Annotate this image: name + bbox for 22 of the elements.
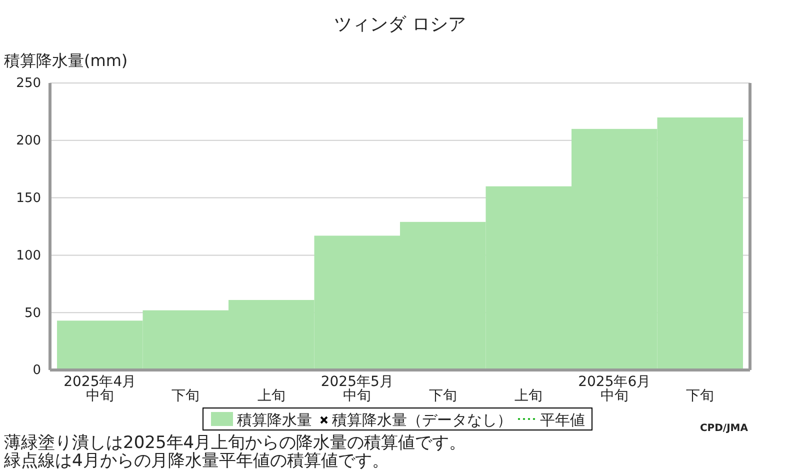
text: 薄緑塗り潰しは2025年4月上旬からの降水量の積算値です。 [4, 433, 466, 453]
x-tick-label: 上旬 [514, 388, 543, 404]
text: CPD/JMA [700, 423, 748, 434]
legend-label: 積算降水量 [237, 411, 312, 429]
y-axis-title: 積算降水量(mm) [4, 51, 128, 70]
y-tick-label: 0 [32, 363, 41, 378]
x-tick-label: 上旬 [257, 388, 286, 404]
x-tick-label: 下旬 [686, 388, 714, 404]
legend-label: 平年値 [540, 411, 585, 429]
y-tick-label: 50 [24, 306, 41, 321]
legend-label: 積算降水量（データなし） [332, 411, 512, 429]
x-tick-label: 下旬 [428, 388, 457, 404]
y-tick-label: 150 [16, 190, 41, 206]
x-tick-label: 2025年6月中旬 [578, 374, 651, 404]
x-tick-label: 下旬 [172, 388, 200, 404]
chart-title: ツィンダ ロシア [334, 14, 466, 35]
y-tick-label: 100 [16, 248, 41, 264]
y-tick-label: 250 [16, 76, 41, 92]
x-tick-label: 2025年4月中旬 [64, 374, 136, 404]
text: 緑点線は4月からの月降水量平年値の積算値です。 [3, 451, 389, 470]
y-tick-label: 200 [16, 134, 41, 149]
x-tick-label: 2025年5月中旬 [320, 374, 394, 404]
